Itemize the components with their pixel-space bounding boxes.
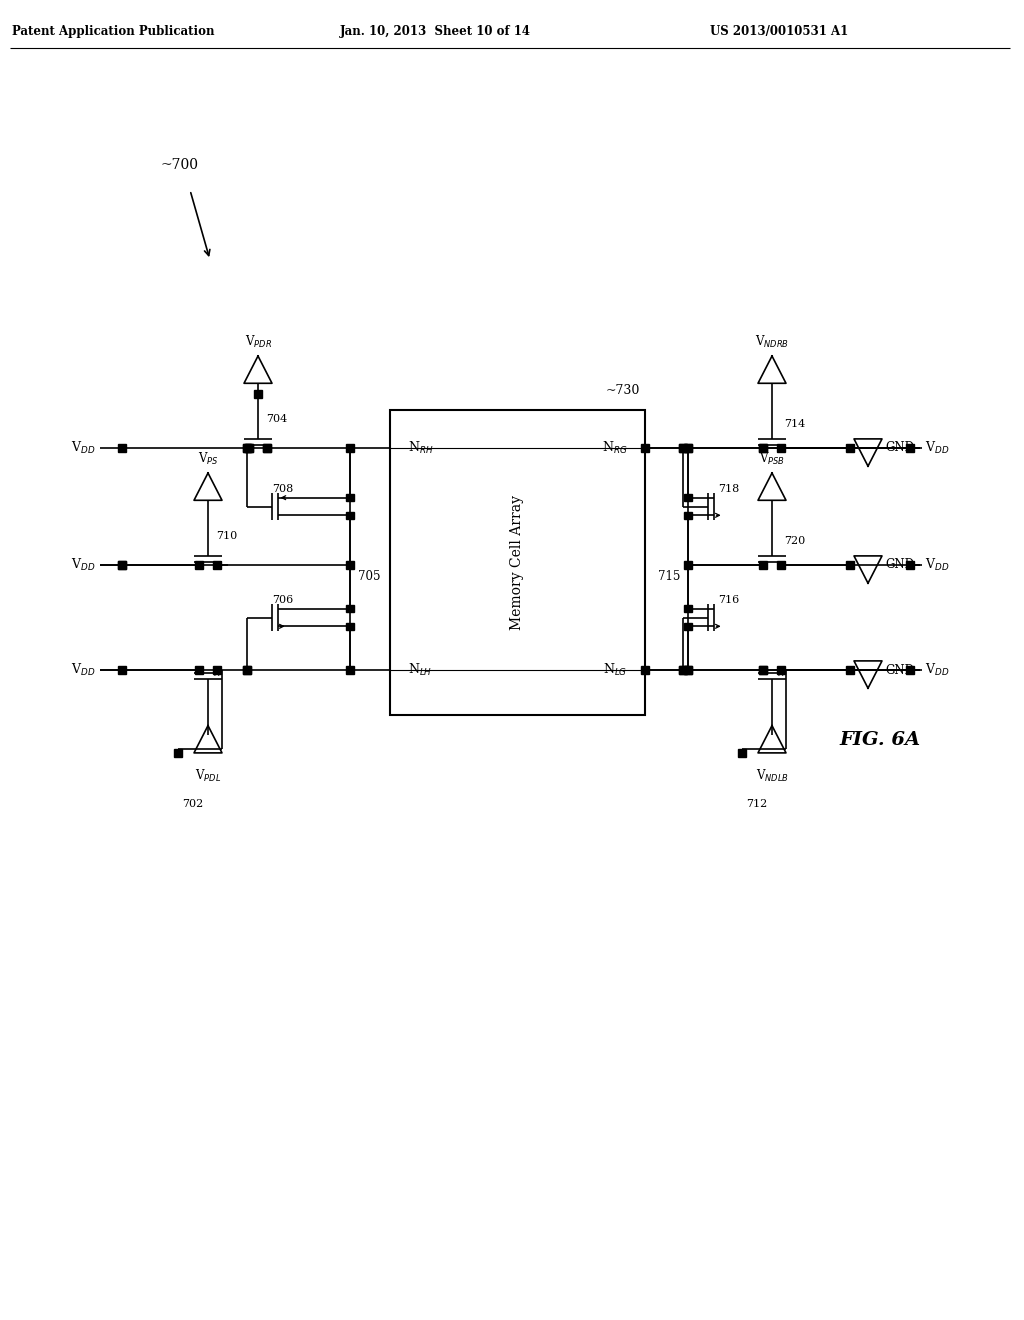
- Bar: [760, 445, 767, 451]
- Text: 702: 702: [181, 799, 203, 809]
- Bar: [263, 445, 270, 451]
- Bar: [254, 391, 262, 397]
- Bar: [346, 605, 353, 612]
- Text: ~730: ~730: [605, 384, 640, 396]
- Bar: [679, 445, 687, 451]
- Bar: [760, 561, 767, 569]
- Text: 714: 714: [784, 420, 805, 429]
- Bar: [346, 445, 353, 451]
- Text: 720: 720: [784, 536, 805, 546]
- Bar: [684, 605, 692, 612]
- Bar: [777, 561, 784, 569]
- Bar: [196, 667, 203, 673]
- Text: 718: 718: [719, 484, 740, 494]
- Bar: [174, 750, 181, 756]
- Bar: [346, 561, 353, 569]
- Bar: [684, 623, 692, 630]
- Bar: [906, 561, 913, 569]
- Text: 716: 716: [719, 595, 740, 605]
- Text: V$_{DD}$: V$_{DD}$: [71, 557, 95, 573]
- Bar: [346, 623, 353, 630]
- Bar: [684, 494, 692, 502]
- Bar: [213, 667, 220, 673]
- Text: V$_{NDLB}$: V$_{NDLB}$: [756, 768, 788, 784]
- Bar: [679, 445, 687, 451]
- Bar: [684, 561, 692, 569]
- Text: 710: 710: [216, 531, 238, 541]
- Bar: [118, 445, 126, 451]
- Bar: [846, 561, 854, 569]
- Text: FIG. 6A: FIG. 6A: [840, 731, 921, 748]
- Bar: [118, 561, 126, 569]
- Text: N$_{LH}$: N$_{LH}$: [408, 661, 432, 678]
- Text: GND: GND: [885, 558, 914, 572]
- Bar: [263, 445, 270, 451]
- Text: V$_{DD}$: V$_{DD}$: [71, 661, 95, 678]
- Text: 705: 705: [358, 570, 381, 583]
- Bar: [346, 512, 353, 519]
- Bar: [244, 445, 251, 451]
- Bar: [684, 667, 692, 673]
- Text: V$_{DD}$: V$_{DD}$: [925, 440, 949, 455]
- Text: Memory Cell Array: Memory Cell Array: [511, 495, 524, 630]
- Bar: [244, 667, 251, 673]
- Bar: [738, 750, 745, 756]
- Bar: [846, 667, 854, 673]
- Text: V$_{NDRB}$: V$_{NDRB}$: [755, 334, 790, 350]
- Text: Jan. 10, 2013  Sheet 10 of 14: Jan. 10, 2013 Sheet 10 of 14: [340, 25, 531, 38]
- Bar: [684, 445, 692, 451]
- Text: V$_{PS}$: V$_{PS}$: [198, 451, 218, 467]
- Text: 706: 706: [272, 595, 293, 605]
- Text: V$_{PSB}$: V$_{PSB}$: [759, 451, 785, 467]
- Bar: [346, 667, 353, 673]
- Bar: [196, 561, 203, 569]
- Text: GND: GND: [885, 441, 914, 454]
- Bar: [346, 494, 353, 502]
- Text: ~700: ~700: [160, 158, 198, 172]
- Bar: [213, 561, 220, 569]
- Bar: [246, 445, 253, 451]
- Bar: [641, 667, 649, 673]
- Bar: [760, 667, 767, 673]
- Bar: [760, 445, 767, 451]
- Text: N$_{RH}$: N$_{RH}$: [408, 440, 433, 455]
- Bar: [118, 561, 126, 569]
- Text: 704: 704: [266, 414, 288, 424]
- Text: 708: 708: [272, 484, 293, 494]
- Bar: [906, 445, 913, 451]
- Bar: [244, 667, 251, 673]
- Text: V$_{DD}$: V$_{DD}$: [925, 557, 949, 573]
- Bar: [246, 445, 253, 451]
- Text: N$_{RG}$: N$_{RG}$: [601, 440, 627, 455]
- Bar: [846, 445, 854, 451]
- Bar: [760, 667, 767, 673]
- Bar: [679, 667, 687, 673]
- Text: N$_{LG}$: N$_{LG}$: [603, 661, 627, 678]
- Text: Patent Application Publication: Patent Application Publication: [12, 25, 214, 38]
- Bar: [906, 667, 913, 673]
- Bar: [641, 445, 649, 451]
- Text: GND: GND: [885, 664, 914, 676]
- Text: 712: 712: [745, 799, 767, 809]
- Bar: [684, 512, 692, 519]
- Bar: [777, 445, 784, 451]
- Text: V$_{PDL}$: V$_{PDL}$: [195, 768, 221, 784]
- Bar: [777, 667, 784, 673]
- Text: V$_{PDR}$: V$_{PDR}$: [245, 334, 271, 350]
- Text: V$_{DD}$: V$_{DD}$: [925, 661, 949, 678]
- Bar: [390, 411, 645, 715]
- Bar: [684, 667, 692, 673]
- Bar: [118, 667, 126, 673]
- Text: US 2013/0010531 A1: US 2013/0010531 A1: [710, 25, 848, 38]
- Text: V$_{DD}$: V$_{DD}$: [71, 440, 95, 455]
- Bar: [684, 445, 692, 451]
- Bar: [679, 667, 687, 673]
- Bar: [244, 445, 251, 451]
- Text: 715: 715: [657, 570, 680, 583]
